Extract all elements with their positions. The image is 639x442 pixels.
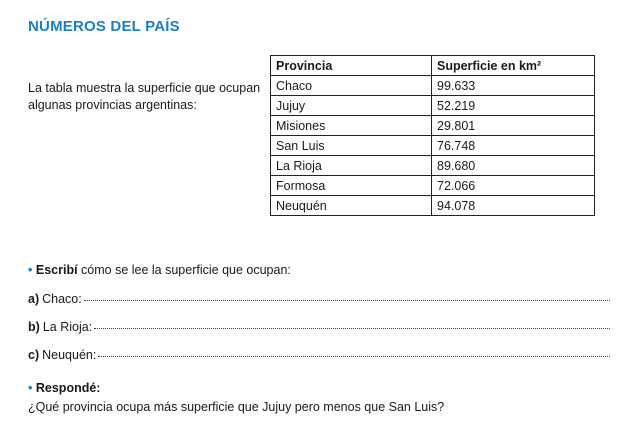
table-row: San Luis 76.748 (270, 135, 595, 156)
table-row: Neuquén 94.078 (270, 195, 595, 216)
table-row: Misiones 29.801 (270, 115, 595, 136)
task2-instruction: • Respondé: (28, 381, 100, 395)
table-row: Chaco 99.633 (270, 75, 595, 96)
answer-line-a[interactable]: a) Chaco: (28, 292, 610, 306)
province-cell: Chaco (270, 75, 432, 96)
item-letter: a) (28, 292, 40, 306)
area-cell: 72.066 (431, 175, 595, 196)
column-header-area: Superficie en km² (431, 55, 595, 76)
area-cell: 94.078 (431, 195, 595, 216)
area-cell: 76.748 (431, 135, 595, 156)
task1-verb: Escribí (35, 263, 78, 277)
item-label: Neuquén: (42, 348, 97, 362)
task1-text: cómo se lee la superficie que ocupan: (77, 263, 291, 277)
dotted-answer-field[interactable] (94, 327, 610, 329)
bullet-icon: • (28, 381, 33, 395)
area-cell: 29.801 (431, 115, 595, 136)
task2-verb: Respondé: (35, 381, 101, 395)
dotted-answer-field[interactable] (83, 299, 610, 301)
section-title: NÚMEROS DEL PAÍS (28, 18, 180, 35)
answer-line-c[interactable]: c) Neuquén: (28, 348, 610, 362)
province-cell: La Rioja (270, 155, 432, 176)
area-cell: 89.680 (431, 155, 595, 176)
area-cell: 99.633 (431, 75, 595, 96)
provinces-table: Provincia Superficie en km² Chaco 99.633 … (270, 55, 595, 216)
task1-instruction: • Escribí cómo se lee la superficie que … (28, 263, 291, 277)
table-row: Jujuy 52.219 (270, 95, 595, 116)
dotted-answer-field[interactable] (98, 355, 610, 357)
item-label: La Rioja: (42, 320, 93, 334)
table-header-row: Provincia Superficie en km² (270, 55, 595, 76)
answer-line-b[interactable]: b) La Rioja: (28, 320, 610, 334)
item-letter: b) (28, 320, 40, 334)
province-cell: Neuquén (270, 195, 432, 216)
province-cell: Jujuy (270, 95, 432, 116)
intro-text: La tabla muestra la superficie que ocupa… (28, 81, 261, 112)
province-cell: Formosa (270, 175, 432, 196)
table-row: La Rioja 89.680 (270, 155, 595, 176)
table-row: Formosa 72.066 (270, 175, 595, 196)
province-cell: Misiones (270, 115, 432, 136)
task2-question: ¿Qué provincia ocupa más superficie que … (28, 400, 445, 414)
province-cell: San Luis (270, 135, 432, 156)
area-cell: 52.219 (431, 95, 595, 116)
bullet-icon: • (28, 263, 33, 277)
column-header-province: Provincia (270, 55, 432, 76)
item-label: Chaco: (42, 292, 82, 306)
item-letter: c) (28, 348, 40, 362)
